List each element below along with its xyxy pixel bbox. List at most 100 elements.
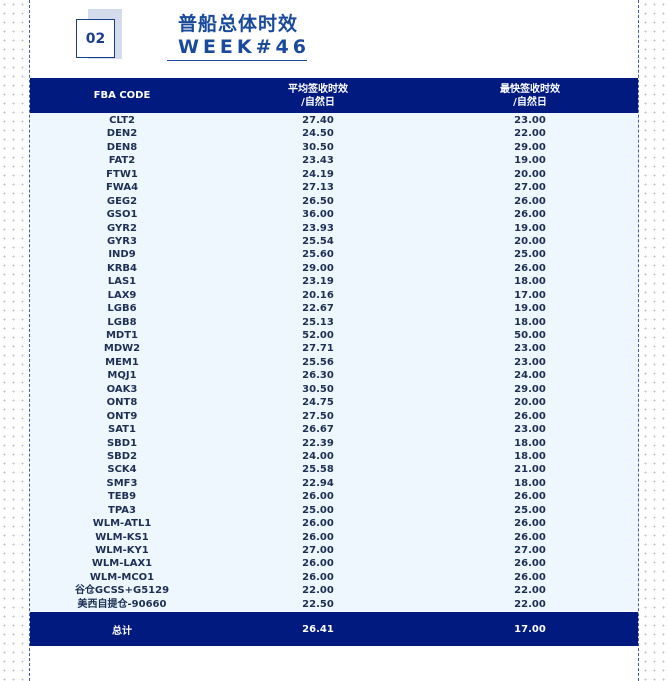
fastest-time-cell: 26.00	[514, 195, 546, 207]
fastest-time-cell: 19.00	[514, 303, 546, 315]
table-row: TEB9 26.00 26.00	[30, 490, 638, 503]
total-label: 总计	[112, 625, 132, 637]
table-row: DEN2 24.50 22.00	[30, 127, 638, 140]
fba-code-cell: MEM1	[105, 356, 139, 368]
table-row: MEM1 25.56 23.00	[30, 356, 638, 369]
table-header: FBA CODE 平均签收时效/自然日 最快签收时效/自然日	[30, 78, 638, 113]
fastest-time-cell: 29.00	[514, 141, 546, 153]
fastest-time-cell: 50.00	[514, 330, 546, 341]
fastest-time-cell: 26.00	[514, 558, 546, 570]
fba-code-cell: FWA4	[105, 182, 139, 194]
fastest-time-cell: 25.00	[514, 249, 546, 261]
fastest-time-cell: 26.00	[514, 262, 546, 274]
fastest-time-cell: 20.00	[514, 168, 546, 180]
fastest-time-cell: 26.00	[514, 531, 546, 543]
fba-code-cell: GYR3	[107, 235, 137, 247]
week-label: WEEK#46	[178, 36, 310, 58]
avg-time-cell: 22.39	[302, 437, 334, 449]
fba-code-cell: SBD1	[106, 437, 138, 449]
table-row: WLM-KY1 27.00 27.00	[30, 544, 638, 557]
fba-code-cell: FTW1	[106, 168, 138, 180]
header-fba-code: FBA CODE	[93, 90, 151, 101]
fastest-time-cell: 19.00	[514, 155, 546, 167]
fastest-time-cell: 17.00	[514, 289, 546, 301]
fastest-time-cell: 18.00	[514, 477, 546, 489]
avg-time-cell: 52.00	[302, 330, 334, 341]
avg-time-cell: 27.40	[302, 115, 334, 126]
table-row: LAX9 20.16 17.00	[30, 289, 638, 302]
avg-time-cell: 27.71	[302, 343, 334, 355]
delivery-time-table: FBA CODE 平均签收时效/自然日 最快签收时效/自然日 CLT2 27.40…	[30, 78, 638, 647]
header-fastest-time-label: 最快签收时效	[500, 83, 560, 95]
fba-code-cell: SAT1	[108, 424, 136, 436]
fba-code-cell: GEG2	[106, 195, 138, 207]
avg-time-cell: 27.50	[302, 410, 334, 422]
fastest-time-cell: 18.00	[514, 450, 546, 462]
avg-time-cell: 25.00	[302, 504, 334, 516]
total-fastest-time: 17.00	[514, 623, 546, 635]
header-avg-time: 平均签收时效/自然日	[214, 83, 422, 109]
avg-time-cell: 26.30	[302, 370, 334, 382]
avg-time-cell: 36.00	[302, 209, 334, 221]
fastest-time-cell: 26.00	[514, 571, 546, 583]
avg-time-cell: 26.00	[302, 518, 334, 530]
title-underline	[167, 60, 307, 61]
fba-code-cell: FAT2	[108, 155, 136, 167]
avg-time-cell: 20.16	[302, 289, 334, 301]
avg-time-cell: 25.13	[302, 316, 334, 328]
fba-code-cell: SCK4	[107, 464, 137, 476]
avg-time-cell: 30.50	[302, 141, 334, 153]
avg-time-cell: 27.13	[302, 182, 334, 194]
fastest-time-cell: 26.00	[514, 518, 546, 530]
header-avg-time-label: 平均签收时效	[288, 83, 348, 95]
avg-time-cell: 29.00	[302, 262, 334, 274]
fastest-time-cell: 23.00	[514, 343, 546, 355]
fastest-time-cell: 22.00	[514, 585, 546, 597]
fastest-time-cell: 27.00	[514, 182, 546, 194]
fba-code-cell: KRB4	[106, 262, 138, 274]
header-avg-time-unit: /自然日	[301, 96, 335, 108]
page-title: 普船总体时效	[178, 13, 299, 35]
table-row: 谷仓GCSS+G5129 22.00 22.00	[30, 584, 638, 597]
fastest-time-cell: 22.00	[514, 128, 546, 140]
table-row: SBD2 24.00 18.00	[30, 450, 638, 463]
divider-left	[29, 0, 30, 681]
fastest-time-cell: 18.00	[514, 437, 546, 449]
table-row: LAS1 23.19 18.00	[30, 275, 638, 288]
avg-time-cell: 25.56	[302, 356, 334, 368]
avg-time-cell: 22.00	[302, 585, 334, 597]
fba-code-cell: MDT1	[105, 330, 139, 341]
fba-code-cell: LAS1	[107, 276, 137, 288]
avg-time-cell: 24.19	[302, 168, 334, 180]
avg-time-cell: 24.50	[302, 128, 334, 140]
avg-time-cell: 26.00	[302, 531, 334, 543]
fba-code-cell: SBD2	[106, 450, 138, 462]
table-row: SBD1 22.39 18.00	[30, 437, 638, 450]
fastest-time-cell: 23.00	[514, 424, 546, 436]
table-row: WLM-ATL1 26.00 26.00	[30, 517, 638, 530]
avg-time-cell: 27.00	[302, 545, 334, 556]
avg-time-cell: 25.58	[302, 464, 334, 476]
table-row: DEN8 30.50 29.00	[30, 141, 638, 154]
fastest-time-cell: 23.00	[514, 115, 546, 126]
avg-time-cell: 22.94	[302, 477, 334, 489]
fba-code-cell: WLM-LAX1	[91, 558, 153, 570]
fba-code-cell: 谷仓GCSS+G5129	[74, 585, 170, 597]
table-row: GEG2 26.50 26.00	[30, 195, 638, 208]
fba-code-cell: IND9	[108, 249, 136, 261]
fba-code-cell: ONT8	[106, 397, 138, 409]
fastest-time-cell: 19.00	[514, 222, 546, 234]
table-row: CLT2 27.40 23.00	[30, 114, 638, 127]
table-row: MDW2 27.71 23.00	[30, 342, 638, 355]
table-total-row: 总计 26.41 17.00	[30, 612, 638, 647]
table-row: FAT2 23.43 19.00	[30, 154, 638, 167]
fba-code-cell: TEB9	[107, 491, 137, 503]
avg-time-cell: 22.67	[302, 303, 334, 315]
avg-time-cell: 30.50	[302, 383, 334, 395]
table-row: WLM-MCO1 26.00 26.00	[30, 571, 638, 584]
fba-code-cell: CLT2	[109, 115, 135, 126]
fba-code-cell: WLM-ATL1	[92, 518, 152, 530]
avg-time-cell: 26.00	[302, 558, 334, 570]
fba-code-cell: ONT9	[106, 410, 138, 422]
table-row: KRB4 29.00 26.00	[30, 262, 638, 275]
